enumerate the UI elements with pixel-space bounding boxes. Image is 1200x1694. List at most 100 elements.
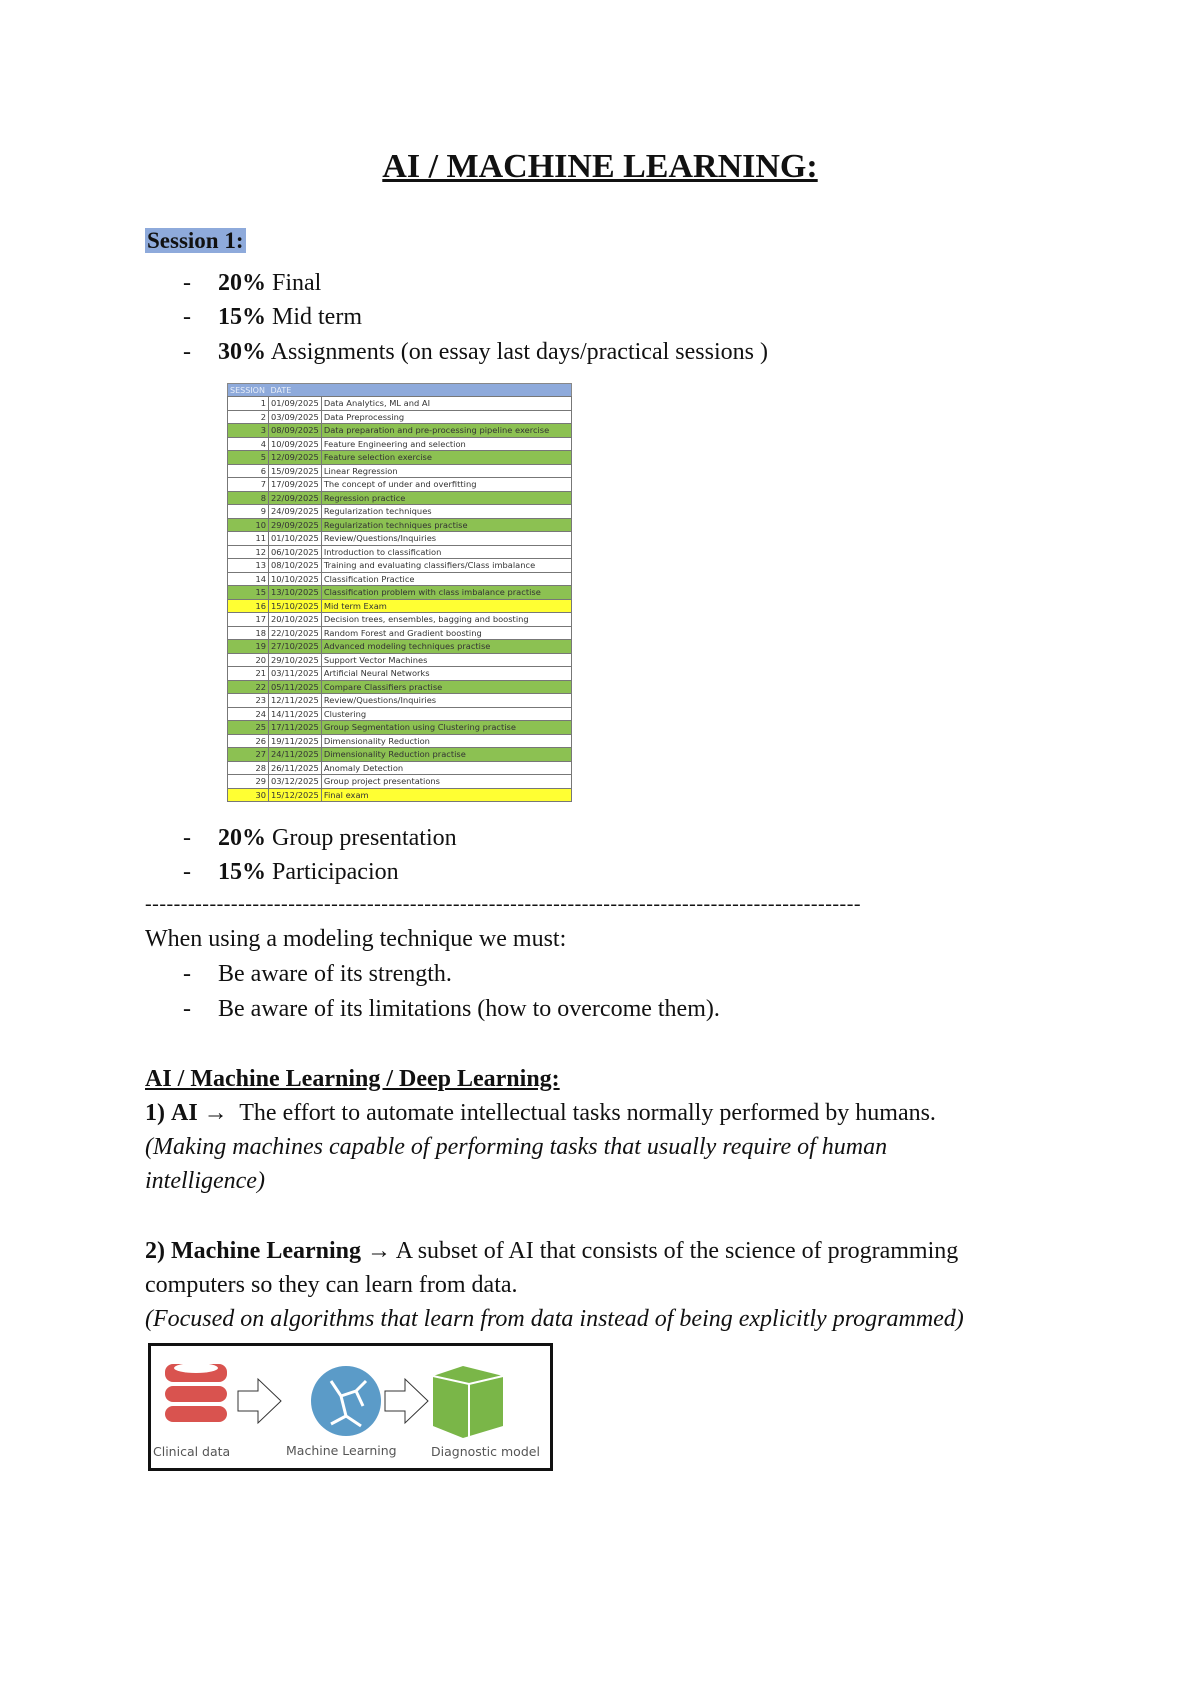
- session-number: 16: [227, 598, 269, 613]
- session-number: 17: [227, 612, 269, 627]
- session-topic: Mid term Exam: [320, 598, 573, 613]
- session-date: 03/11/2025: [268, 666, 322, 681]
- session-date: 29/10/2025: [268, 652, 322, 667]
- session-date: 24/09/2025: [268, 504, 322, 519]
- ml-def-cont: computers so they can learn from data.: [145, 1272, 518, 1298]
- table-row: 18 22/10/2025 Random Forest and Gradient b…: [227, 625, 573, 640]
- bullet-dash: -: [183, 339, 191, 365]
- session-date: 10/09/2025: [268, 436, 322, 451]
- grading-item: 15% Mid term: [218, 304, 362, 331]
- grading-label: Participacion: [272, 859, 399, 885]
- table-row: 27 24/11/2025 Dimensionality Reduction pra…: [227, 747, 573, 762]
- grading-label: Mid term: [272, 304, 362, 330]
- session-topic: Group project presentations: [320, 774, 573, 789]
- session-date: 08/10/2025: [268, 558, 322, 573]
- session-topic: Feature selection exercise: [320, 450, 573, 465]
- session-number: 30: [227, 787, 269, 802]
- modeling-item: Be aware of its limitations (how to over…: [218, 996, 720, 1022]
- separator-line: ----------------------------------------…: [145, 893, 862, 915]
- session-number: 9: [227, 504, 269, 519]
- grading-label: Assignments (on essay last days/practica…: [270, 339, 768, 365]
- ai-def: The effort to automate intellectual task…: [239, 1100, 936, 1126]
- session-number: 18: [227, 625, 269, 640]
- session-number: 25: [227, 720, 269, 735]
- ml-term: Machine Learning: [171, 1238, 361, 1264]
- header-date: DATE: [268, 383, 322, 397]
- session-number: 14: [227, 571, 269, 586]
- session-date: 03/09/2025: [268, 409, 322, 424]
- session-topic: Compare Classifiers practise: [320, 679, 573, 694]
- ai-note: intelligence): [145, 1168, 265, 1194]
- neural-network-icon: [311, 1366, 381, 1436]
- session-topic: Training and evaluating classifiers/Clas…: [320, 558, 573, 573]
- modeling-intro: When using a modeling technique we must:: [145, 926, 567, 952]
- bullet-dash: -: [183, 996, 191, 1022]
- session-date: 26/11/2025: [268, 760, 322, 775]
- session-number: 26: [227, 733, 269, 748]
- ml-def: A subset of AI that consists of the scie…: [395, 1238, 959, 1264]
- session-topic: Anomaly Detection: [320, 760, 573, 775]
- session-number: 5: [227, 450, 269, 465]
- table-row: 12 06/10/2025 Introduction to classificati…: [227, 544, 573, 559]
- session-number: 20: [227, 652, 269, 667]
- session-number: 1: [227, 396, 269, 411]
- session-topic: Decision trees, ensembles, bagging and b…: [320, 612, 573, 627]
- session-number: 8: [227, 490, 269, 505]
- session-topic: Regression practice: [320, 490, 573, 505]
- session-date: 08/09/2025: [268, 423, 322, 438]
- arrow: →: [203, 1100, 228, 1126]
- session-date: 15/12/2025: [268, 787, 322, 802]
- ai-definition: 1) AI → The effort to automate intellect…: [145, 1100, 936, 1127]
- session-number: 21: [227, 666, 269, 681]
- header-topic: [321, 383, 572, 397]
- table-row: 30 15/12/2025 Final exam: [227, 787, 573, 802]
- modeling-item: Be aware of its strength.: [218, 961, 452, 987]
- session-number: 4: [227, 436, 269, 451]
- session-topic: Dimensionality Reduction: [320, 733, 573, 748]
- session-date: 12/09/2025: [268, 450, 322, 465]
- session-number: 11: [227, 531, 269, 546]
- session-topic: Review/Questions/Inquiries: [320, 693, 573, 708]
- table-row: 3 08/09/2025 Data preparation and pre-proc…: [227, 423, 573, 438]
- grading-pct: 30%: [218, 339, 266, 365]
- bullet-dash: -: [183, 825, 191, 851]
- bullet-dash: -: [183, 859, 191, 885]
- ai-term: AI: [171, 1100, 198, 1126]
- session-topic: Clustering: [320, 706, 573, 721]
- table-row: 15 13/10/2025 Classification problem with …: [227, 585, 573, 600]
- session-topic: Feature Engineering and selection: [320, 436, 573, 451]
- session-number: 23: [227, 693, 269, 708]
- table-row: 9 24/09/2025 Regularization techniques: [227, 504, 573, 519]
- bullet-dash: -: [183, 304, 191, 330]
- table-row: 23 12/11/2025 Review/Questions/Inquiries: [227, 693, 573, 708]
- session-topic: Classification Practice: [320, 571, 573, 586]
- session-date: 15/09/2025: [268, 463, 322, 478]
- session-date: 20/10/2025: [268, 612, 322, 627]
- session-number: 19: [227, 639, 269, 654]
- session-number: 27: [227, 747, 269, 762]
- table-row: 7 17/09/2025 The concept of under and over…: [227, 477, 573, 492]
- session-topic: Regularization techniques: [320, 504, 573, 519]
- ai-note: (Making machines capable of performing t…: [145, 1134, 888, 1160]
- session-topic: Final exam: [320, 787, 573, 802]
- session-date: 14/11/2025: [268, 706, 322, 721]
- session-heading: Session 1:: [145, 228, 246, 253]
- session-number: 24: [227, 706, 269, 721]
- ml-pipeline-figure: Clinical data Machine Learning Diagnosti…: [148, 1343, 553, 1471]
- schedule-table: SESSION DATE 1 01/09/2025 Data Analytics, M…: [227, 383, 573, 802]
- table-row: 22 05/11/2025 Compare Classifiers practise: [227, 679, 573, 694]
- figure-label: Clinical data: [153, 1444, 231, 1459]
- session-topic: Review/Questions/Inquiries: [320, 531, 573, 546]
- session-date: 24/11/2025: [268, 747, 322, 762]
- page-title: AI / MACHINE LEARNING:: [382, 148, 818, 185]
- session-topic: Classification problem with class imbala…: [320, 585, 573, 600]
- figure-label: Machine Learning: [286, 1443, 397, 1458]
- table-row: 10 29/09/2025 Regularization techniques pr…: [227, 517, 573, 532]
- session-date: 01/09/2025: [268, 396, 322, 411]
- table-row: 17 20/10/2025 Decision trees, ensembles, b…: [227, 612, 573, 627]
- grading-pct: 20%: [218, 270, 266, 296]
- session-date: 17/09/2025: [268, 477, 322, 492]
- grading-pct: 15%: [218, 859, 266, 885]
- table-row: 20 29/10/2025 Support Vector Machines: [227, 652, 573, 667]
